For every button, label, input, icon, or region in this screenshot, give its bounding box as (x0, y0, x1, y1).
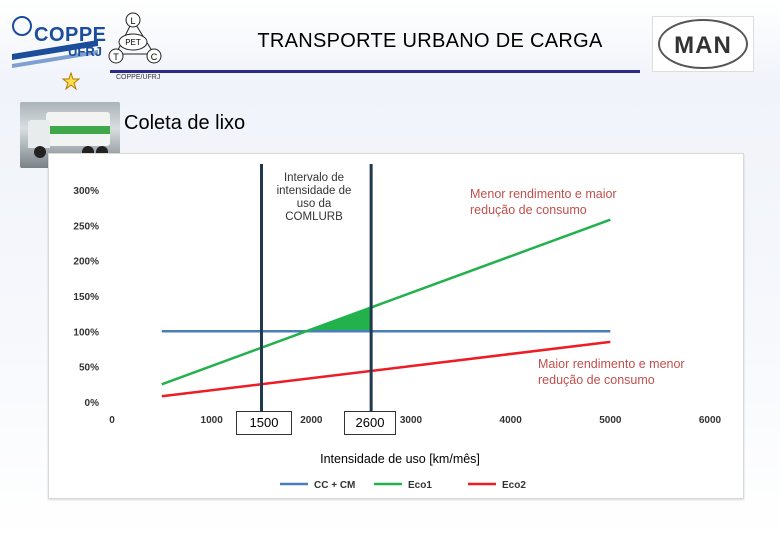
marker-label-2600: 2600 (344, 411, 396, 435)
section-title: Coleta de lixo (124, 112, 246, 134)
x-tick-label: 4000 (500, 415, 523, 426)
y-tick-label: 150% (73, 292, 99, 303)
truck-wheel (34, 146, 46, 158)
pet-c-label: C (151, 52, 158, 62)
x-tick-label: 0 (109, 415, 115, 426)
x-axis-label: Intensidade de uso [km/mês] (320, 452, 480, 466)
legend-label: Eco2 (502, 480, 526, 491)
coppe-caption: COPPE/UFRJ (116, 74, 161, 81)
x-tick-label: 1000 (201, 415, 224, 426)
y-tick-label: 300% (73, 186, 99, 197)
series-line-eco1 (161, 218, 611, 386)
y-tick-label: 0% (85, 398, 100, 409)
y-tick-label: 200% (73, 257, 99, 268)
lower-annotation: Maior rendimento e menor redução de cons… (538, 357, 685, 387)
man-logo: MAN (652, 16, 754, 72)
y-tick-label: 250% (73, 221, 99, 232)
coppe-emblem-icon: L T C PET (12, 12, 162, 68)
upper-annotation: Menor rendimento e maior redução de cons… (470, 187, 617, 217)
x-tick-label: 3000 (400, 415, 423, 426)
x-tick-label: 6000 (699, 415, 722, 426)
coppe-logo: L T C PET COPPE UFRJ COPPE/UFRJ (8, 10, 168, 81)
pet-center-label: PET (125, 38, 141, 47)
page-title: TRANSPORTE URBANO DE CARGA (257, 30, 603, 52)
marker-label-1500: 1500 (236, 411, 292, 435)
y-tick-label: 100% (73, 327, 99, 338)
x-tick-label: 2000 (300, 415, 323, 426)
truck-cab (28, 120, 50, 148)
y-tick-label: 50% (79, 363, 99, 374)
x-tick-label: 5000 (599, 415, 622, 426)
legend-label: Eco1 (408, 480, 432, 491)
truck-stripe (46, 126, 110, 134)
series-line-eco2 (161, 340, 611, 398)
legend-label: CC + CM (314, 480, 355, 491)
ufrj-brand: UFRJ (68, 44, 102, 59)
pet-l-label: L (130, 16, 135, 26)
pet-t-label: T (113, 52, 119, 62)
star-icon (62, 72, 80, 90)
coppe-brand: COPPE (34, 24, 107, 46)
man-logo-text: MAN (674, 32, 732, 59)
chart-frame (48, 153, 744, 499)
interval-annotation: Intervalo de intensidade de uso da COMLU… (270, 172, 358, 224)
man-emblem-icon (658, 19, 748, 69)
title-divider (110, 70, 640, 73)
